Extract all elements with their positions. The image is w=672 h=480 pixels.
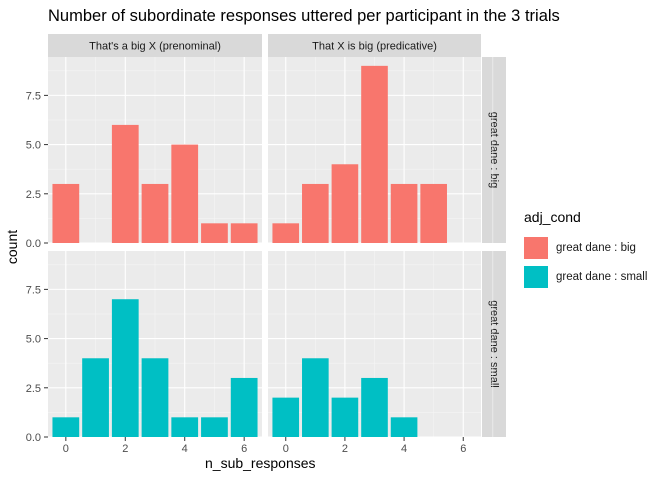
bar [141,183,169,243]
bar [230,377,258,437]
bar [390,183,418,243]
bar [361,65,388,243]
x-tick-label: 6 [460,443,466,455]
y-tick-label: 5.0 [26,140,41,152]
panel-1-0 [48,251,275,438]
legend: adj_cond great dane : big great dane : s… [524,209,647,291]
bar [302,358,329,437]
y-tick-label: 2.5 [26,189,41,201]
bar [331,164,359,243]
x-tick-label: 6 [241,443,247,455]
facet-strip-row-label-1: great dane : small [488,300,500,387]
bar [272,223,300,243]
bar [141,358,169,437]
x-tick-label: 0 [63,443,69,455]
y-tick-label: 0.0 [26,238,41,250]
facet-strip-col-label-0: That's a big X (prenominal) [89,41,221,53]
legend-key-big [524,236,548,259]
x-tick-label: 4 [401,443,407,455]
bar [82,358,109,437]
x-tick-label: 0 [283,443,289,455]
legend-title: adj_cond [524,209,581,225]
bar [201,417,228,437]
x-axis-title: n_sub_responses [205,455,316,471]
chart-title: Number of subordinate responses uttered … [48,7,560,25]
bar [111,124,139,243]
x-tick-label: 2 [342,443,348,455]
facet-strip-col-label-1: That X is big (predicative) [312,41,437,53]
bar [420,183,447,243]
bar [331,397,359,437]
legend-item-small: great dane : small [524,262,647,291]
y-axis-title: count [4,229,20,265]
bar [302,183,329,243]
facet-strip-row-label-0: great dane : big [488,112,500,188]
bar [171,144,199,243]
bar [390,417,418,437]
bar [111,299,139,437]
bar [272,397,300,437]
panel-1-1 [268,251,494,438]
panel-0-0 [48,57,275,244]
y-tick-label: 5.0 [26,334,41,346]
x-tick-label: 2 [122,443,128,455]
bar [52,417,80,437]
facet-strip-col-1 [268,34,481,57]
y-tick-label: 7.5 [26,284,41,296]
legend-item-big: great dane : big [524,233,647,262]
y-tick-label: 7.5 [26,90,41,102]
y-tick-label: 2.5 [26,383,41,395]
legend-label-small: great dane : small [556,270,648,283]
panel-0-1 [268,57,494,244]
y-tick-label: 0.0 [26,432,41,444]
x-tick-label: 4 [182,443,188,455]
bar [230,223,258,243]
bar [171,417,199,437]
facet-strip-row-1 [482,251,506,437]
legend-label-big: great dane : big [556,241,636,254]
facet-strip-col-0 [48,34,262,57]
bar [52,183,80,243]
legend-key-small [524,265,548,288]
facet-strip-row-0 [482,57,506,243]
bar [201,223,228,243]
bar [361,377,388,437]
